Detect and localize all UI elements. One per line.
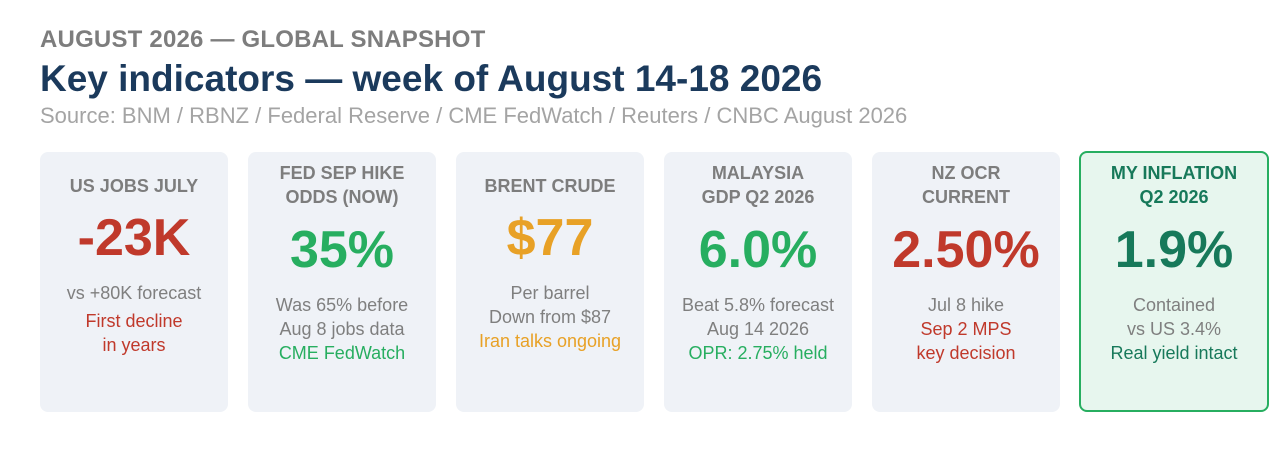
card-title: MY INFLATION Q2 2026 xyxy=(1081,161,1267,209)
card-title-line: MALAYSIA xyxy=(711,163,805,183)
card-note: in years xyxy=(102,335,166,355)
card-brent-crude: BRENT CRUDE $77 Per barrel Down from $87… xyxy=(456,152,644,412)
kicker: AUGUST 2026 — GLOBAL SNAPSHOT xyxy=(40,26,486,53)
card-title-line: FED SEP HIKE xyxy=(279,163,405,183)
card-title: BRENT CRUDE xyxy=(456,174,644,198)
card-note: Contained xyxy=(1132,295,1216,315)
card-nz-ocr: NZ OCR CURRENT 2.50% Jul 8 hike Sep 2 MP… xyxy=(872,152,1060,412)
card-note: vs US 3.4% xyxy=(1126,319,1222,339)
card-title-line: NZ OCR xyxy=(931,163,1001,183)
page-title: Key indicators — week of August 14-18 20… xyxy=(40,58,823,99)
card-note: Real yield intact xyxy=(1110,343,1238,363)
card-title-line: GDP Q2 2026 xyxy=(701,187,815,207)
card-title-line: Q2 2026 xyxy=(1139,187,1209,207)
source-line: Source: BNM / RBNZ / Federal Reserve / C… xyxy=(40,103,908,128)
card-title-line: MY INFLATION xyxy=(1110,163,1238,183)
card-title: FED SEP HIKE ODDS (NOW) xyxy=(248,161,436,209)
card-note: Sep 2 MPS xyxy=(920,319,1012,339)
card-fed-hike-odds: FED SEP HIKE ODDS (NOW) 35% Was 65% befo… xyxy=(248,152,436,412)
card-title-line: CURRENT xyxy=(922,187,1010,207)
card-title-line: ODDS (NOW) xyxy=(285,187,399,207)
card-value: 6.0% xyxy=(698,221,818,279)
card-note: CME FedWatch xyxy=(278,343,406,363)
card-note: Beat 5.8% forecast xyxy=(681,295,835,315)
card-note: Was 65% before xyxy=(275,295,409,315)
card-notes: Per barrel Down from $87 Iran talks ongo… xyxy=(456,281,644,353)
card-note: key decision xyxy=(916,343,1016,363)
card-note: Down from $87 xyxy=(488,307,612,327)
card-malaysia-gdp: MALAYSIA GDP Q2 2026 6.0% Beat 5.8% fore… xyxy=(664,152,852,412)
indicator-cards: US JOBS JULY -23K vs +80K forecast First… xyxy=(40,151,1270,412)
card-notes: vs +80K forecast First decline in years xyxy=(40,281,228,357)
card-note: First decline xyxy=(85,311,183,331)
card-value: 35% xyxy=(289,221,395,279)
card-notes: Was 65% before Aug 8 jobs data CME FedWa… xyxy=(248,293,436,365)
card-notes: Beat 5.8% forecast Aug 14 2026 OPR: 2.75… xyxy=(664,293,852,365)
card-value: 1.9% xyxy=(1114,221,1234,279)
card-value: $77 xyxy=(506,209,594,267)
card-title-line: US JOBS JULY xyxy=(69,176,199,196)
card-title: MALAYSIA GDP Q2 2026 xyxy=(664,161,852,209)
card-note: vs +80K forecast xyxy=(66,283,202,303)
card-note: Per barrel xyxy=(510,283,590,303)
card-note: Jul 8 hike xyxy=(927,295,1005,315)
card-value: 2.50% xyxy=(892,221,1040,279)
card-notes: Jul 8 hike Sep 2 MPS key decision xyxy=(872,293,1060,365)
card-title: NZ OCR CURRENT xyxy=(872,161,1060,209)
card-my-inflation: MY INFLATION Q2 2026 1.9% Contained vs U… xyxy=(1079,151,1269,412)
card-value: -23K xyxy=(77,209,191,267)
card-note: Iran talks ongoing xyxy=(478,331,622,351)
card-title: US JOBS JULY xyxy=(40,174,228,198)
card-note: OPR: 2.75% held xyxy=(688,343,828,363)
card-notes: Contained vs US 3.4% Real yield intact xyxy=(1081,293,1267,365)
card-note: Aug 8 jobs data xyxy=(279,319,405,339)
card-title-line: BRENT CRUDE xyxy=(484,176,616,196)
card-us-jobs: US JOBS JULY -23K vs +80K forecast First… xyxy=(40,152,228,412)
card-note: Aug 14 2026 xyxy=(706,319,810,339)
